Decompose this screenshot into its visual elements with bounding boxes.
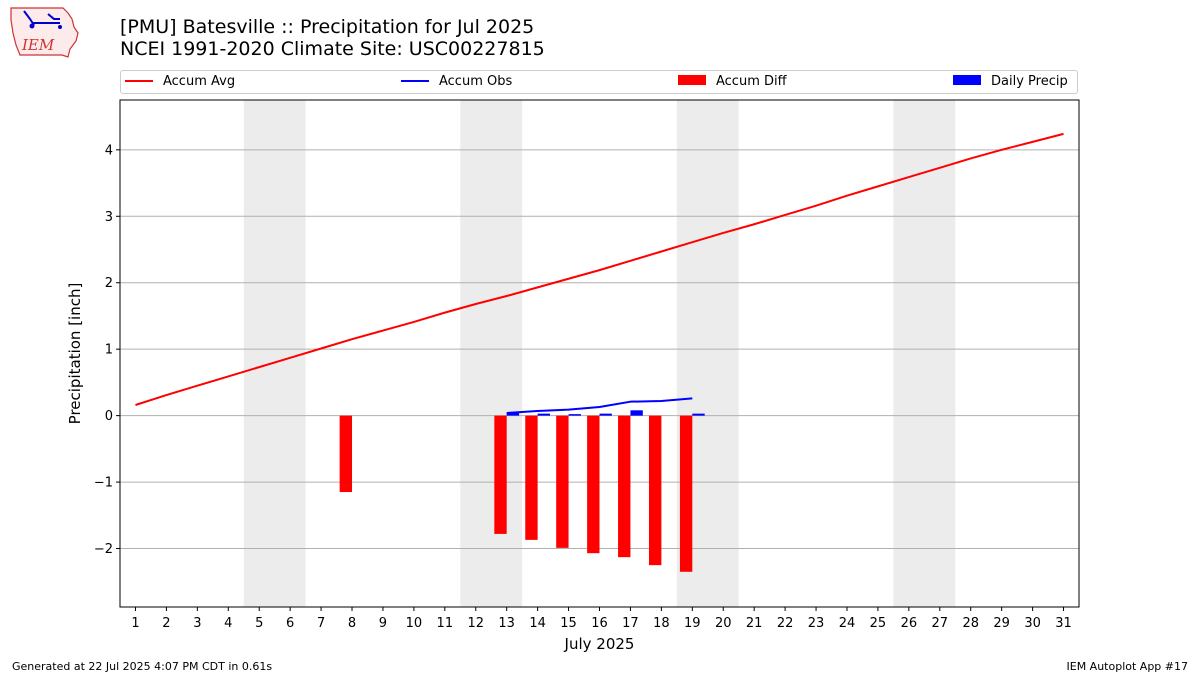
x-tick-label: 20 [715, 616, 732, 631]
x-tick-label: 27 [932, 616, 949, 631]
y-tick-label: 2 [105, 276, 113, 291]
y-axis-label: Precipitation [inch] [66, 283, 84, 425]
x-tick-label: 23 [808, 616, 825, 631]
daily-precip-bar [506, 412, 520, 416]
accum-diff-bar [339, 415, 353, 493]
legend-label-accum-avg: Accum Avg [163, 74, 236, 89]
x-tick-label: 31 [1055, 616, 1072, 631]
daily-precip-bar [630, 410, 643, 416]
daily-precip-bar [537, 413, 551, 416]
y-tick-label: 0 [105, 409, 113, 424]
x-tick-label: 5 [255, 616, 263, 631]
footer-app: IEM Autoplot App #17 [1066, 660, 1189, 673]
chart-title: [PMU] Batesville :: Precipitation for Ju… [120, 16, 545, 60]
accum-diff-bar [679, 415, 693, 572]
title-line-2: NCEI 1991-2020 Climate Site: USC00227815 [120, 38, 545, 60]
x-tick-label: 22 [777, 616, 794, 631]
accum-obs-line [506, 397, 693, 414]
x-tick-label: 28 [962, 616, 979, 631]
accum-diff-bar [648, 415, 662, 566]
legend-label-accum-obs: Accum Obs [439, 74, 513, 89]
accum-diff-bar [494, 415, 507, 534]
accum-diff-bar [587, 415, 600, 554]
legend-swatch-daily-precip [953, 75, 981, 85]
legend-swatch-accum-avg [125, 79, 153, 82]
x-tick-label: 10 [406, 616, 423, 631]
legend-item-accum-diff: Accum Diff [678, 74, 787, 90]
x-tick-label: 18 [653, 616, 670, 631]
x-tick-label: 8 [348, 616, 356, 631]
x-tick-label: 29 [993, 616, 1010, 631]
daily-precip-bar [599, 413, 612, 416]
legend: Accum Avg Accum Obs Accum Diff Daily Pre… [120, 70, 1078, 94]
y-tick-label: −2 [94, 542, 113, 557]
accum-avg-line [135, 132, 1064, 406]
accum-diff-bar [618, 415, 631, 558]
weekend-band-4 [893, 100, 956, 607]
footer-generated: Generated at 22 Jul 2025 4:07 PM CDT in … [12, 660, 273, 673]
x-tick-label: 24 [839, 616, 856, 631]
x-tick-label: 6 [286, 616, 294, 631]
legend-item-accum-avg: Accum Avg [125, 74, 235, 90]
title-line-1: [PMU] Batesville :: Precipitation for Ju… [120, 16, 535, 38]
x-tick-label: 11 [437, 616, 454, 631]
y-tick-label: −1 [94, 476, 113, 491]
x-tick-label: 1 [131, 616, 139, 631]
weekend-band-1 [243, 100, 306, 607]
daily-precip-bar [692, 413, 705, 416]
logo-text: IEM [21, 36, 55, 54]
x-tick-label: 21 [746, 616, 763, 631]
iem-logo: IEM [10, 7, 79, 58]
x-tick-label: 9 [379, 616, 387, 631]
x-tick-label: 3 [193, 616, 201, 631]
weekend-band-2 [460, 100, 523, 607]
legend-swatch-accum-obs [401, 79, 429, 82]
x-tick-label: 25 [870, 616, 887, 631]
y-tick-label: 1 [105, 343, 113, 358]
x-tick-label: 17 [622, 616, 639, 631]
x-tick-label: 2 [162, 616, 170, 631]
x-tick-label: 13 [498, 616, 515, 631]
y-tick-label: 3 [105, 210, 113, 225]
legend-item-accum-obs: Accum Obs [401, 74, 512, 90]
x-tick-label: 14 [529, 616, 546, 631]
x-tick-label: 16 [591, 616, 608, 631]
x-tick-label: 7 [317, 616, 325, 631]
legend-item-daily-precip: Daily Precip [953, 74, 1068, 90]
accum-diff-bar [525, 415, 538, 540]
accum-diff-bar [556, 415, 569, 548]
y-tick-label: 4 [105, 143, 113, 158]
x-tick-label: 15 [560, 616, 577, 631]
x-tick-label: 12 [467, 616, 484, 631]
x-tick-label: 19 [684, 616, 701, 631]
x-tick-label: 26 [901, 616, 918, 631]
x-axis-label: July 2025 [564, 635, 635, 653]
legend-swatch-accum-diff [678, 75, 706, 85]
x-tick-label: 30 [1024, 616, 1041, 631]
legend-label-daily-precip: Daily Precip [991, 74, 1068, 89]
daily-precip-bar [568, 414, 581, 416]
x-tick-label: 4 [224, 616, 232, 631]
legend-label-accum-diff: Accum Diff [716, 74, 787, 89]
